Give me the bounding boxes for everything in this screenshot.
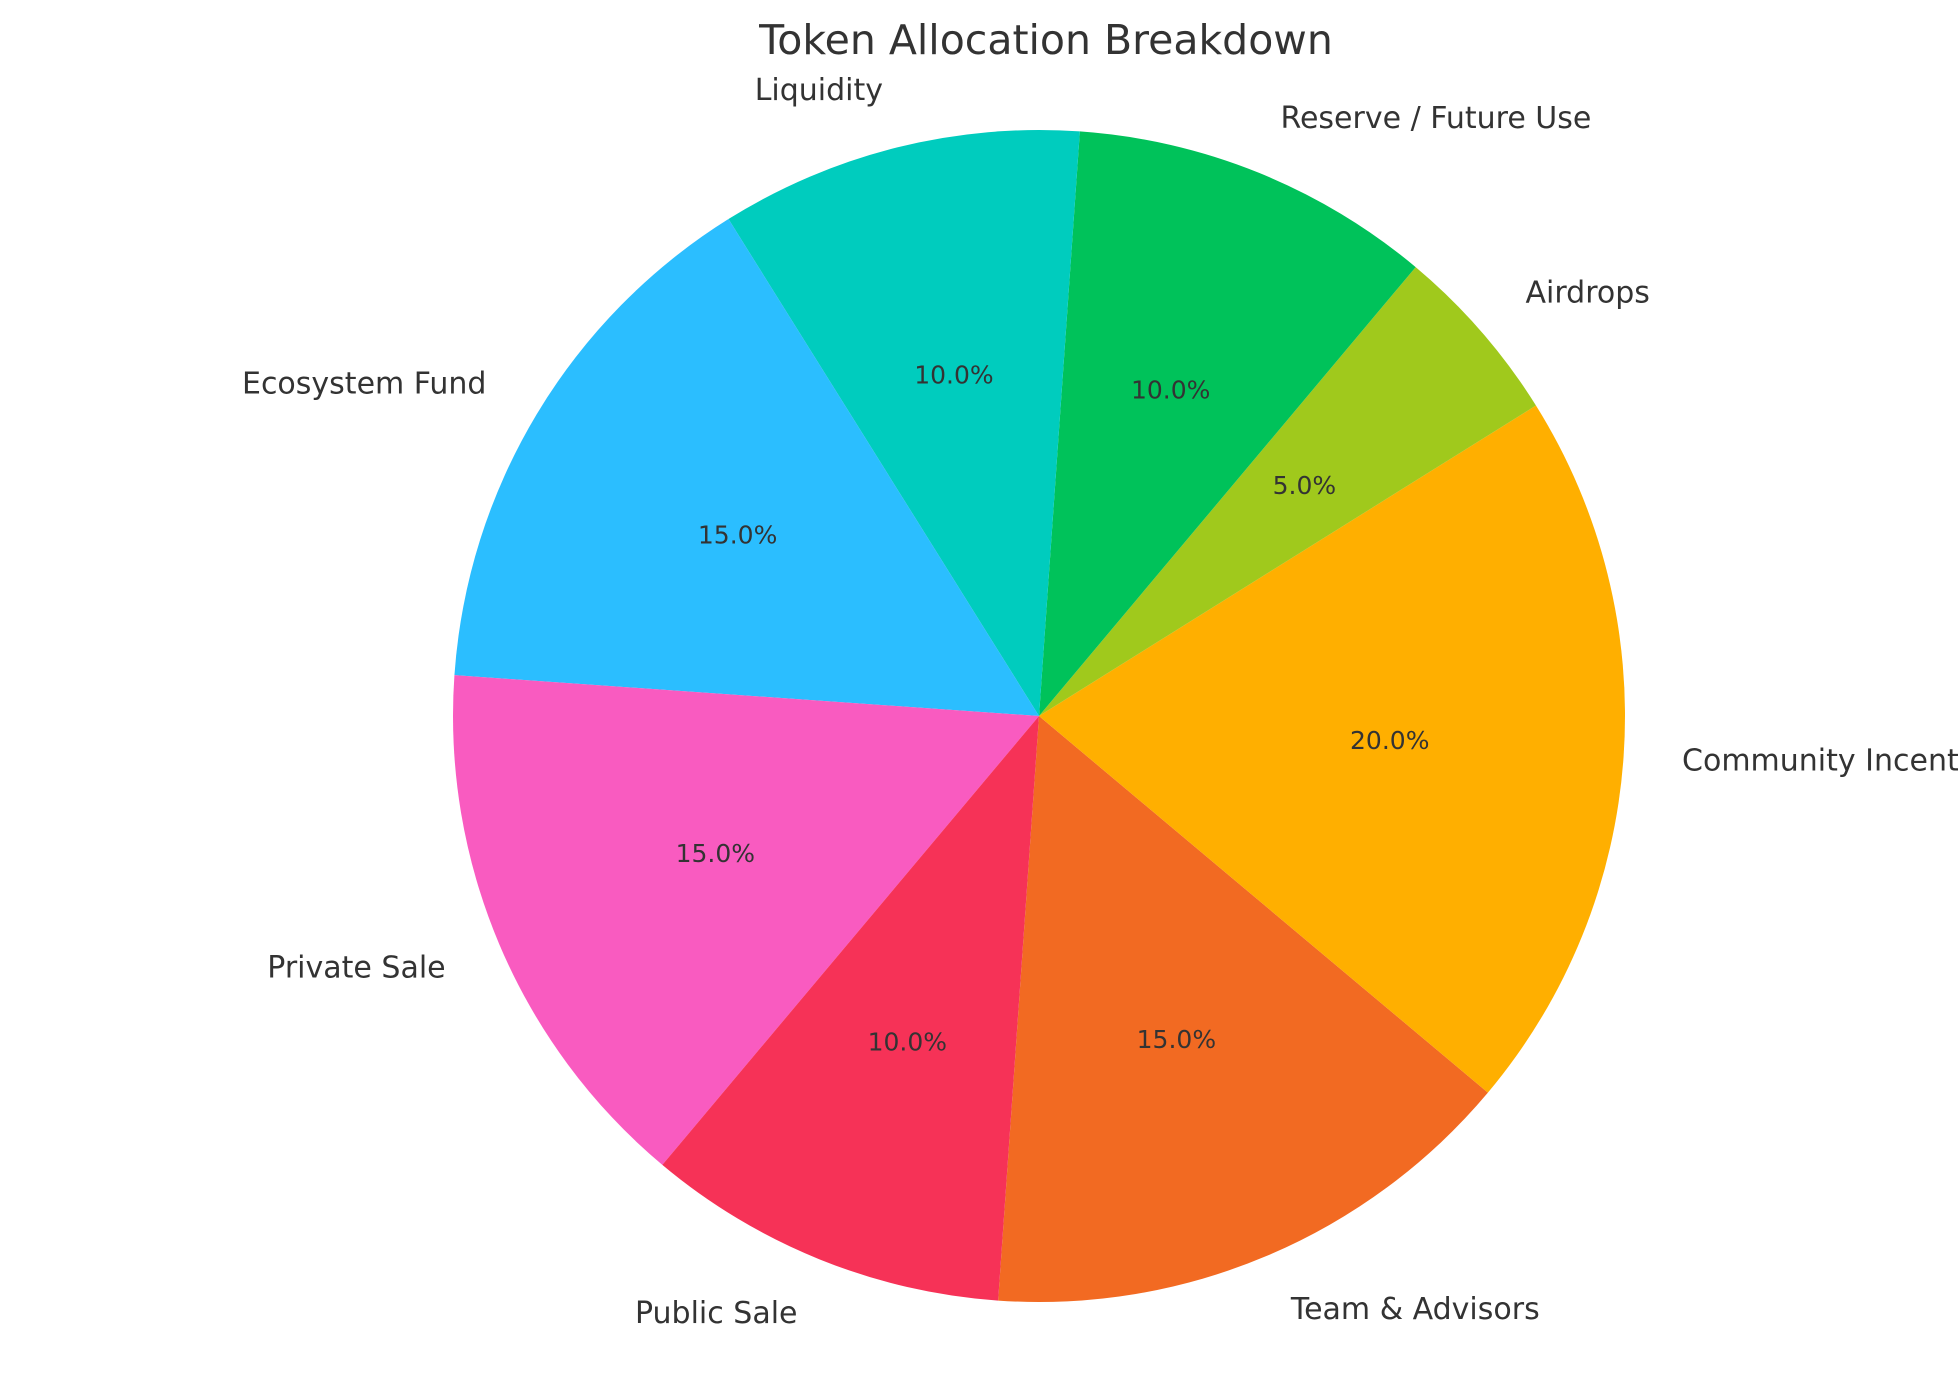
pct-label-liquidity: 10.0% (914, 360, 993, 389)
pie-slice-airdrops (1039, 267, 1536, 716)
category-label-airdrops: Airdrops (1525, 276, 1649, 311)
pie-slice-community-incentives (1039, 405, 1626, 1093)
category-label-liquidity: Liquidity (755, 73, 883, 108)
pie-slice-ecosystem-fund (454, 219, 1039, 716)
category-label-reserve-future-use: Reserve / Future Use (1280, 101, 1591, 136)
category-label-ecosystem-fund: Ecosystem Fund (242, 367, 486, 402)
pie-category-labels: Team & Advisors Community Incentives Airdr… (242, 73, 1958, 1331)
pct-label-airdrops: 5.0% (1273, 471, 1337, 500)
pct-label-team-advisors: 15.0% (1137, 1025, 1216, 1054)
pct-label-public-sale: 10.0% (868, 1027, 947, 1056)
pct-label-community-incentives: 20.0% (1350, 726, 1429, 755)
pie-slice-private-sale (452, 675, 1039, 1165)
pie-slice-public-sale (662, 716, 1039, 1301)
category-label-private-sale: Private Sale (267, 950, 445, 985)
pct-label-ecosystem-fund: 15.0% (698, 520, 777, 549)
pie-slices (452, 129, 1626, 1302)
category-label-public-sale: Public Sale (635, 1296, 798, 1331)
category-label-community-incentives: Community Incentives (1682, 743, 1958, 778)
category-label-team-advisors: Team & Advisors (1290, 1292, 1540, 1327)
pie-slice-reserve-future-use (1039, 131, 1416, 716)
pie-slice-team-advisors (998, 716, 1488, 1302)
pie-slice-liquidity (728, 129, 1080, 716)
pct-label-private-sale: 15.0% (676, 839, 755, 868)
pie-percentage-labels: 15.0% 20.0% 5.0% 10.0% 10.0% 15.0% 15.0% 10.0% (676, 360, 1430, 1056)
pct-label-reserve-future-use: 10.0% (1131, 376, 1210, 405)
chart-title: Token Allocation Breakdown (758, 16, 1333, 64)
